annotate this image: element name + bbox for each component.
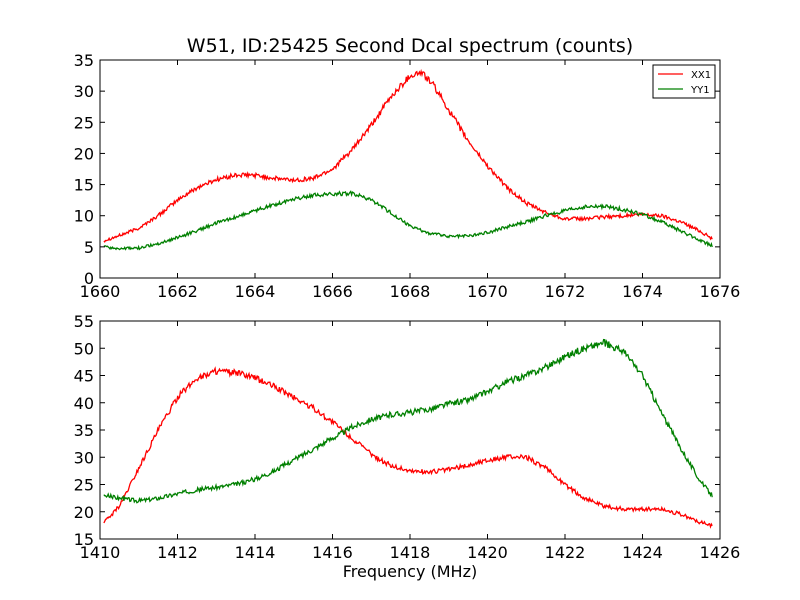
top-x-tick-label: 1674 bbox=[622, 282, 663, 301]
bottom-y-tick-label: 25 bbox=[74, 476, 94, 495]
x-axis-label: Frequency (MHz) bbox=[343, 562, 477, 581]
bottom-x-tick-label: 1426 bbox=[700, 543, 741, 562]
top-y-tick-label: 0 bbox=[84, 269, 94, 288]
legend-label-yy1: YY1 bbox=[690, 85, 710, 96]
top-x-tick-label: 1666 bbox=[312, 282, 353, 301]
bottom-y-tick-label: 20 bbox=[74, 503, 94, 522]
bottom-y-tick-label: 40 bbox=[74, 394, 94, 413]
bottom-x-tick-label: 1414 bbox=[235, 543, 276, 562]
bottom-y-tick-label: 30 bbox=[74, 448, 94, 467]
top-x-tick-label: 1668 bbox=[390, 282, 431, 301]
bottom-x-tick-label: 1422 bbox=[545, 543, 586, 562]
top-series-yy1-line bbox=[103, 190, 713, 251]
top-x-tick-label: 1660 bbox=[80, 282, 121, 301]
bottom-series-xx1-line bbox=[103, 366, 713, 529]
top-y-tick-label: 35 bbox=[74, 51, 94, 70]
top-y-tick-label: 10 bbox=[74, 207, 94, 226]
bottom-y-tick-label: 15 bbox=[74, 530, 94, 549]
bottom-x-tick-label: 1418 bbox=[390, 543, 431, 562]
top-x-tick-label: 1664 bbox=[235, 282, 276, 301]
top-y-tick-label: 25 bbox=[74, 113, 94, 132]
top-x-tick-label: 1662 bbox=[157, 282, 198, 301]
chart-title: W51, ID:25425 Second Dcal spectrum (coun… bbox=[187, 35, 633, 57]
top-x-tick-label: 1676 bbox=[700, 282, 741, 301]
top-x-tick-label: 1672 bbox=[545, 282, 586, 301]
top-series-xx1-line bbox=[103, 68, 713, 243]
bottom-y-tick-label: 35 bbox=[74, 421, 94, 440]
bottom-y-tick-label: 45 bbox=[74, 367, 94, 386]
top-y-tick-label: 30 bbox=[74, 82, 94, 101]
bottom-panel: 1410 1412 1414 1416 1418 1420 1422 1424 1426 15 20… bbox=[74, 312, 741, 562]
bottom-y-tick-label: 55 bbox=[74, 312, 94, 331]
top-panel: 1660 1662 1664 1666 1668 1670 1672 1674 1676 0 5 10… bbox=[74, 51, 741, 301]
legend-label-xx1: XX1 bbox=[691, 70, 711, 81]
bottom-x-tick-label: 1420 bbox=[467, 543, 508, 562]
bottom-x-tick-label: 1416 bbox=[312, 543, 353, 562]
top-y-tick-label: 5 bbox=[84, 238, 94, 257]
bottom-series-yy1-line bbox=[103, 338, 713, 504]
bottom-y-tick-label: 50 bbox=[74, 339, 94, 358]
top-x-tick-label: 1670 bbox=[467, 282, 508, 301]
bottom-x-tick-label: 1424 bbox=[622, 543, 663, 562]
top-y-tick-label: 15 bbox=[74, 176, 94, 195]
bottom-x-tick-label: 1410 bbox=[80, 543, 121, 562]
bottom-x-tick-label: 1412 bbox=[157, 543, 198, 562]
top-y-tick-label: 20 bbox=[74, 144, 94, 163]
legend-box bbox=[652, 64, 716, 99]
